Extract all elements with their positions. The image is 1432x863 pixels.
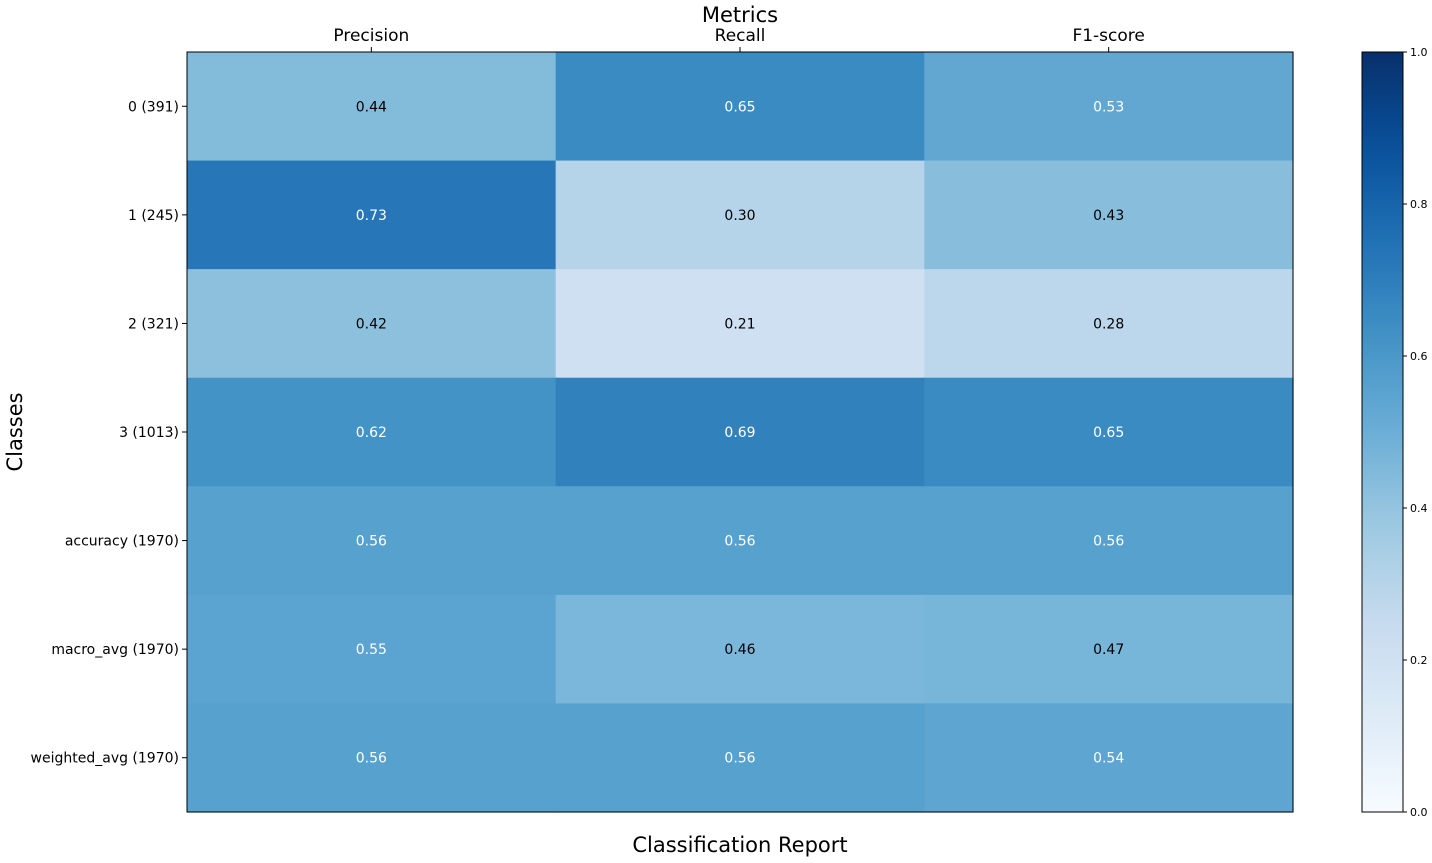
heatmap-cell: [187, 52, 557, 162]
colorbar-tick-label: 0.6: [1410, 350, 1428, 363]
heatmap-cell: [924, 594, 1294, 705]
x-tick-labels: Precision Recall F1-score: [333, 26, 1145, 52]
y-tick-label: 0 (391): [128, 99, 179, 115]
heatmap-cell: [555, 269, 925, 379]
y-axis-label: Classes: [3, 392, 27, 471]
heatmap-cell-value: 0.43: [1093, 208, 1124, 224]
heatmap-cell: [924, 269, 1294, 379]
y-tick-labels: 0 (391) 1 (245) 2 (321) 3 (1013) accuracy (1…: [31, 99, 187, 767]
heatmap-cell: [924, 52, 1294, 162]
heatmap-cell-value: 0.62: [356, 425, 387, 441]
colorbar-tick-label: 1.0: [1410, 46, 1428, 59]
heatmap-cell-value: 0.65: [1093, 425, 1124, 441]
heatmap-cell-value: 0.65: [724, 99, 755, 115]
heatmap-cell-value: 0.47: [1093, 642, 1124, 658]
heatmap-cell: [187, 594, 557, 705]
colorbar-tick-label: 0.8: [1410, 198, 1428, 211]
x-tick-label: F1-score: [1072, 26, 1144, 46]
heatmap-cell: [555, 594, 925, 705]
heatmap-cell-value: 0.42: [356, 316, 387, 332]
heatmap-cell: [187, 703, 557, 813]
heatmap-cell-value: 0.30: [724, 208, 755, 224]
y-tick-label: accuracy (1970): [65, 534, 179, 550]
heatmap-cell-value: 0.46: [724, 642, 755, 658]
x-tick-label: Recall: [715, 26, 766, 46]
x-tick-label: Precision: [333, 26, 409, 46]
colorbar-ticks: 0.0 0.2 0.4 0.6 0.8 1.0: [1403, 46, 1428, 819]
chart-title: Metrics: [702, 3, 778, 27]
y-tick-label: macro_avg (1970): [51, 642, 179, 658]
heatmap-cell-labels: 0.44 0.65 0.53 0.73 0.30 0.43 0.42 0.21 0.28 0.62…: [356, 99, 1125, 766]
colorbar-tick-label: 0.4: [1410, 502, 1428, 515]
heatmap-cell: [187, 486, 557, 596]
heatmap-cell-value: 0.54: [1093, 751, 1124, 767]
heatmap-cell-value: 0.56: [1093, 534, 1124, 550]
heatmap-cell: [187, 377, 557, 487]
colorbar-tick-label: 0.0: [1410, 806, 1428, 819]
heatmap-cell: [555, 52, 925, 162]
heatmap-cell: [924, 703, 1294, 813]
y-tick-label: 2 (321): [128, 316, 179, 332]
heatmap-cell: [187, 269, 557, 379]
y-tick-label: 1 (245): [128, 208, 179, 224]
heatmap-cell: [924, 486, 1294, 596]
heatmap-cell-value: 0.55: [356, 642, 387, 658]
heatmap-cell: [187, 160, 557, 270]
heatmap-cell: [555, 703, 925, 813]
heatmap-cell-value: 0.44: [356, 99, 387, 115]
x-axis-label: Classification Report: [632, 833, 847, 857]
heatmap-cell-value: 0.56: [724, 751, 755, 767]
heatmap-cell-value: 0.21: [724, 316, 755, 332]
heatmap-cell-value: 0.28: [1093, 316, 1124, 332]
heatmap-cell-value: 0.56: [724, 534, 755, 550]
heatmap-cell: [555, 377, 925, 487]
heatmap-cell-value: 0.56: [356, 534, 387, 550]
heatmap-cell-value: 0.73: [356, 208, 387, 224]
colorbar-tick-label: 0.2: [1410, 654, 1428, 667]
heatmap-cell: [924, 160, 1294, 270]
heatmap-cells: [187, 52, 1294, 813]
y-tick-label: weighted_avg (1970): [31, 751, 179, 767]
heatmap-cell: [555, 486, 925, 596]
colorbar: 0.0 0.2 0.4 0.6 0.8 1.0: [1361, 46, 1428, 819]
heatmap-cell-value: 0.56: [356, 751, 387, 767]
heatmap-cell-value: 0.69: [724, 425, 755, 441]
colorbar-gradient: [1361, 51, 1404, 813]
heatmap-cell-value: 0.53: [1093, 99, 1124, 115]
heatmap-cell: [555, 160, 925, 270]
y-tick-label: 3 (1013): [119, 425, 179, 441]
heatmap-cell: [924, 377, 1294, 487]
